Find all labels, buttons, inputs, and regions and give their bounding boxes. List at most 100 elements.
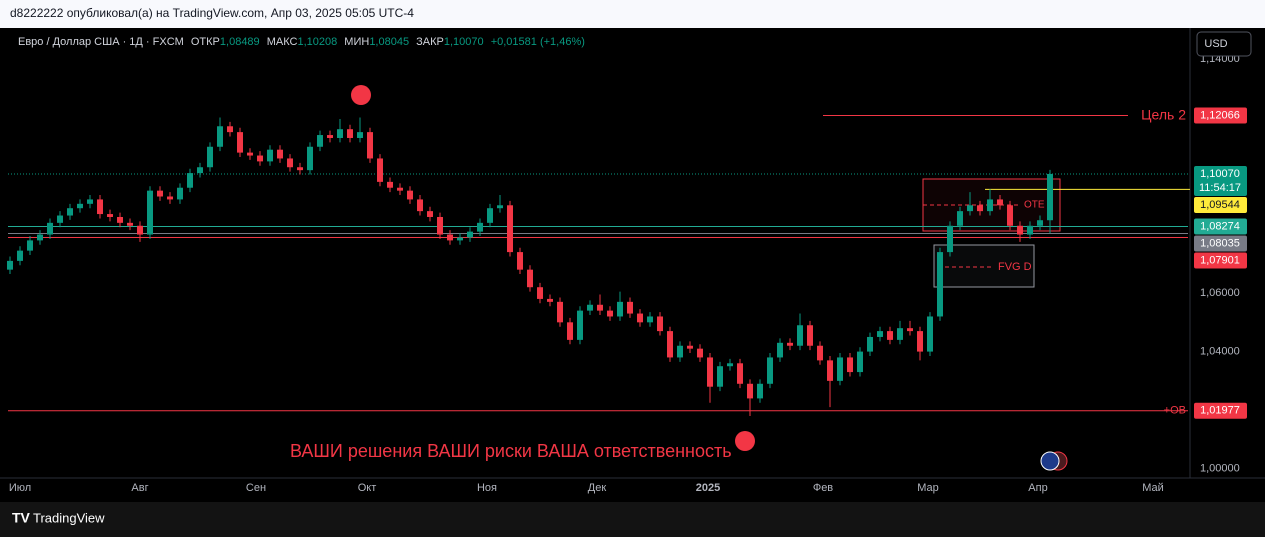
- published-info: d8222222 опубликовал(а) на TradingView.c…: [10, 6, 414, 20]
- candle-body: [67, 208, 73, 216]
- candle-body: [347, 129, 353, 138]
- change: +0,01581 (+1,46%): [491, 36, 585, 48]
- price-label: 1,01977: [1200, 405, 1240, 417]
- candle-body: [647, 316, 653, 323]
- candle-body: [387, 181, 393, 188]
- candle-body: [607, 310, 613, 317]
- close-label: ЗАКР: [416, 36, 444, 48]
- x-tick-label: Май: [1142, 482, 1164, 494]
- candle-body: [947, 225, 953, 253]
- candle-body: [697, 348, 703, 358]
- candle-body: [97, 199, 103, 215]
- candle-body: [327, 135, 333, 138]
- candle-body: [847, 357, 853, 373]
- candle-body: [367, 132, 373, 159]
- candle-body: [287, 158, 293, 168]
- candle-body: [747, 383, 753, 399]
- candle-body: [977, 205, 983, 212]
- candle-body: [227, 126, 233, 133]
- candle-body: [577, 310, 583, 340]
- candle-body: [817, 345, 823, 361]
- brand: TradingView: [33, 510, 105, 525]
- candle-body: [727, 363, 733, 367]
- marker-dot: [351, 85, 371, 105]
- candle-body: [1007, 205, 1013, 226]
- candle-body: [57, 215, 63, 223]
- candle-body: [317, 135, 323, 147]
- low-label: МИН: [344, 36, 369, 48]
- x-tick-label: Ноя: [477, 482, 497, 494]
- level-text: +OB: [1164, 405, 1186, 417]
- flag-icon: [1040, 451, 1068, 471]
- price-label-bg: [1194, 402, 1247, 419]
- candle-body: [527, 269, 533, 288]
- candle-body: [267, 149, 273, 162]
- candle-body: [867, 336, 873, 352]
- candle-body: [917, 331, 923, 352]
- x-tick-label: Июл: [9, 482, 31, 494]
- candle-body: [447, 234, 453, 241]
- candle-body: [467, 231, 473, 238]
- candle-body: [407, 190, 413, 200]
- candle-body: [147, 190, 153, 235]
- candle-body: [477, 222, 483, 232]
- candle-body: [627, 301, 633, 314]
- candle-body: [797, 325, 803, 346]
- candle-body: [37, 234, 43, 241]
- candle-body: [877, 331, 883, 337]
- x-tick-label: Апр: [1028, 482, 1047, 494]
- price-label: 1,09544: [1200, 199, 1240, 211]
- ote-label: OTE 1: [1024, 200, 1053, 211]
- price-label: 1,08035: [1200, 237, 1240, 249]
- marker-dot: [735, 431, 755, 451]
- chart-panel: [0, 28, 1265, 502]
- fvg-label: FVG D: [998, 261, 1032, 273]
- countdown: 11:54:17: [1199, 182, 1241, 194]
- candle-body: [777, 342, 783, 358]
- bottom-bar: [0, 502, 1265, 537]
- x-tick-label: Дек: [588, 482, 607, 494]
- candle-body: [167, 196, 173, 200]
- candle-body: [507, 205, 513, 253]
- candle-body: [537, 287, 543, 299]
- price-label-bg: [1194, 218, 1247, 235]
- candle-body: [927, 316, 933, 352]
- top-bar: [0, 0, 1265, 28]
- candle-body: [807, 325, 813, 346]
- x-tick-label: Окт: [358, 482, 377, 494]
- candle-body: [247, 152, 253, 156]
- candle-body: [707, 357, 713, 387]
- candle-body: [277, 149, 283, 159]
- candle-body: [857, 351, 863, 373]
- candle-body: [197, 167, 203, 174]
- y-tick-label: 1,06000: [1200, 287, 1240, 299]
- fvg-zone: [933, 244, 1035, 288]
- price-label: 1,07901: [1200, 254, 1240, 266]
- candle-body: [717, 366, 723, 387]
- candle-body: [377, 158, 383, 182]
- candle-body: [897, 328, 903, 340]
- candle-body: [457, 237, 463, 241]
- price-label: 1,10070: [1200, 168, 1240, 180]
- candle-body: [637, 313, 643, 323]
- candle-body: [7, 260, 13, 270]
- open-label: ОТКР: [191, 36, 220, 48]
- currency-button[interactable]: [1196, 31, 1252, 57]
- candle-body: [547, 298, 553, 302]
- price-label: 1,08274: [1200, 220, 1240, 232]
- candle-body: [27, 240, 33, 251]
- candle-body: [77, 203, 83, 209]
- candle-body: [677, 345, 683, 358]
- candle-body: [887, 331, 893, 340]
- candle-body: [1017, 225, 1023, 235]
- candle-body: [397, 187, 403, 191]
- candle-body: [737, 363, 743, 384]
- candle-body: [597, 304, 603, 311]
- price-label-bg: [1194, 252, 1247, 269]
- candle-body: [337, 129, 343, 138]
- x-tick-label: Авг: [131, 482, 148, 494]
- candle-body: [257, 155, 263, 162]
- candle-body: [967, 205, 973, 212]
- candle-body: [657, 316, 663, 332]
